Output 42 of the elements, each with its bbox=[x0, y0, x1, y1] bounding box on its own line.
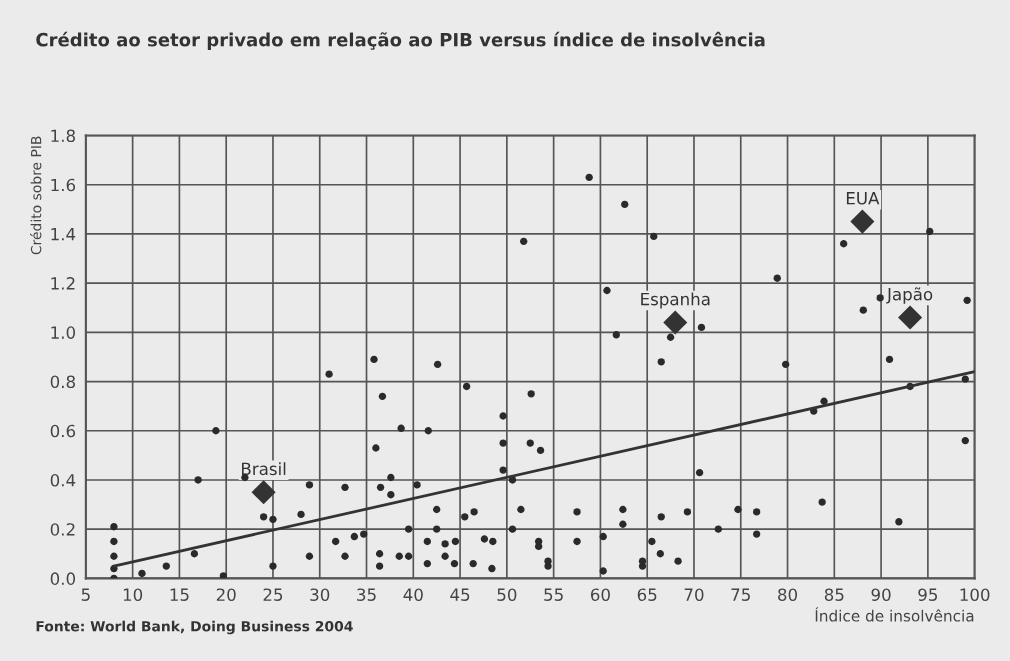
x-tick-label: 60 bbox=[590, 588, 610, 601]
x-tick-label: 55 bbox=[544, 588, 563, 601]
y-tick-label: 0.4 bbox=[50, 473, 76, 487]
x-tick-label: 100 bbox=[960, 588, 990, 601]
y-tick-label: 1.6 bbox=[51, 178, 76, 192]
chart-title: Crédito ao setor privado em relação ao PIB versus índice de insolvência bbox=[36, 31, 765, 51]
x-tick-label: 95 bbox=[918, 588, 938, 601]
y-tick-label: 1.0 bbox=[51, 326, 76, 339]
x-tick-label: 85 bbox=[824, 588, 844, 601]
y-tick-label: 0.2 bbox=[50, 523, 75, 536]
x-tick-label: 90 bbox=[871, 588, 891, 601]
x-tick-label: 40 bbox=[403, 588, 423, 601]
point bbox=[663, 310, 688, 335]
x-tick-label: 35 bbox=[357, 588, 376, 601]
annotation: EUA bbox=[846, 192, 880, 205]
x-tick-label: 5 bbox=[81, 588, 90, 601]
x-tick-label: 20 bbox=[216, 588, 236, 601]
x-tick-label: 50 bbox=[497, 588, 517, 601]
x-tick-label: 15 bbox=[170, 588, 189, 601]
annotation: Japão bbox=[886, 287, 933, 304]
y-tick-label: 1.8 bbox=[51, 129, 75, 143]
source-note: Fonte: World Bank, Doing Business 2004 bbox=[36, 620, 353, 635]
y-tick-label: 0.6 bbox=[50, 424, 76, 438]
x-tick-label: 30 bbox=[310, 588, 330, 601]
x-tick-label: 25 bbox=[263, 588, 283, 601]
x-tick-label: 70 bbox=[684, 588, 704, 601]
y-tick-label: 1.4 bbox=[51, 228, 76, 241]
point bbox=[251, 480, 276, 505]
x-tick-label: 10 bbox=[123, 588, 143, 601]
x-tick-label: 75 bbox=[731, 588, 750, 601]
x-tick-label: 80 bbox=[778, 588, 798, 601]
point bbox=[850, 209, 875, 234]
y-tick-label: 0.8 bbox=[50, 375, 75, 389]
x-tick-label: 45 bbox=[450, 588, 470, 601]
y-tick-label: 1.2 bbox=[51, 277, 75, 290]
y-tick-label: 0.0 bbox=[50, 572, 76, 585]
x-axis-title: Índice de insolvência bbox=[815, 607, 974, 622]
annotation: Espanha bbox=[641, 292, 710, 309]
annotation: Brasil bbox=[242, 462, 286, 476]
point bbox=[898, 305, 923, 330]
x-tick-label: 65 bbox=[637, 588, 657, 601]
y-axis-title: Crédito sobre PIB bbox=[30, 136, 42, 255]
